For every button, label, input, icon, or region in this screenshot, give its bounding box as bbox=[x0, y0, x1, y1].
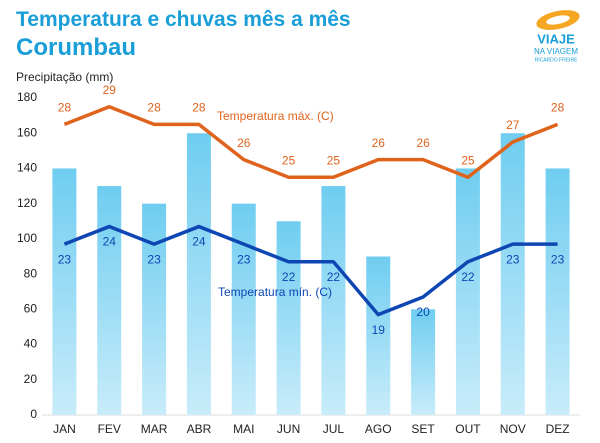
data-label: 26 bbox=[416, 136, 430, 150]
x-tick-label: JUL bbox=[323, 422, 345, 436]
data-label: 26 bbox=[372, 136, 386, 150]
bar bbox=[231, 203, 256, 415]
y-tick-label: 20 bbox=[24, 372, 38, 386]
y-tick-label: 140 bbox=[17, 161, 37, 175]
data-label: 23 bbox=[551, 252, 565, 266]
x-tick-label: JAN bbox=[53, 422, 76, 436]
line bbox=[63, 224, 558, 317]
x-tick-label: ABR bbox=[187, 422, 212, 436]
data-label: 28 bbox=[551, 101, 565, 115]
x-tick-label: MAR bbox=[141, 422, 168, 436]
data-label: 28 bbox=[192, 101, 206, 115]
y-tick-label: 160 bbox=[17, 125, 37, 139]
chart-title: Temperatura e chuvas mês a mês bbox=[16, 8, 351, 31]
data-label: 22 bbox=[327, 270, 341, 284]
bar bbox=[366, 256, 391, 415]
data-label: 23 bbox=[506, 252, 520, 266]
data-label: 27 bbox=[506, 118, 520, 132]
data-label: 25 bbox=[327, 153, 341, 167]
data-label: 22 bbox=[282, 270, 296, 284]
data-label: 23 bbox=[58, 252, 72, 266]
bar bbox=[500, 133, 525, 415]
bar bbox=[321, 186, 346, 415]
x-tick-label: MAI bbox=[233, 422, 254, 436]
x-tick-label: SET bbox=[411, 422, 435, 436]
y-tick-label: 0 bbox=[30, 407, 37, 421]
bar bbox=[411, 309, 436, 415]
data-label: 28 bbox=[58, 101, 72, 115]
data-label: 24 bbox=[192, 235, 206, 249]
chart-subtitle: Corumbau bbox=[16, 34, 136, 61]
x-tick-label: DEZ bbox=[546, 422, 570, 436]
bar bbox=[52, 168, 77, 415]
y-axis-label: Precipitação (mm) bbox=[16, 70, 113, 84]
x-tick-label: NOV bbox=[500, 422, 526, 436]
bar bbox=[276, 221, 301, 415]
data-label: 23 bbox=[147, 252, 161, 266]
data-label: 29 bbox=[103, 83, 117, 97]
x-tick-label: AGO bbox=[365, 422, 392, 436]
data-label: 23 bbox=[237, 252, 251, 266]
x-tick-label: FEV bbox=[98, 422, 121, 436]
x-tick-label: OUT bbox=[455, 422, 481, 436]
y-tick-label: 80 bbox=[24, 266, 38, 280]
data-label: 20 bbox=[416, 305, 430, 319]
logo-text: RICARDO FREIRE bbox=[535, 57, 578, 63]
bar bbox=[455, 168, 480, 415]
x-tick-label: JUN bbox=[277, 422, 300, 436]
bar bbox=[97, 186, 122, 415]
bar bbox=[545, 168, 570, 415]
bar bbox=[186, 133, 211, 415]
data-label: 24 bbox=[103, 235, 117, 249]
data-label: 26 bbox=[237, 136, 251, 150]
y-tick-label: 180 bbox=[17, 90, 37, 104]
data-label: 28 bbox=[147, 101, 161, 115]
logo-text: NA VIAGEM bbox=[534, 47, 578, 56]
data-label: 25 bbox=[282, 153, 296, 167]
data-label: 19 bbox=[372, 323, 386, 337]
y-tick-label: 60 bbox=[24, 302, 38, 316]
logo-shape bbox=[546, 15, 570, 25]
y-tick-label: 120 bbox=[17, 196, 37, 210]
line bbox=[63, 105, 559, 179]
series-annotation: Temperatura mín. (C) bbox=[218, 285, 332, 299]
data-label: 25 bbox=[461, 153, 475, 167]
series-annotation: Temperatura máx. (C) bbox=[217, 109, 334, 123]
y-tick-label: 100 bbox=[17, 231, 37, 245]
y-tick-label: 40 bbox=[24, 337, 38, 351]
logo-text: VIAJE bbox=[537, 31, 575, 46]
bar bbox=[142, 203, 167, 415]
data-label: 22 bbox=[461, 270, 475, 284]
logo: VIAJE NA VIAGEM RICARDO FREIRE bbox=[534, 10, 580, 63]
